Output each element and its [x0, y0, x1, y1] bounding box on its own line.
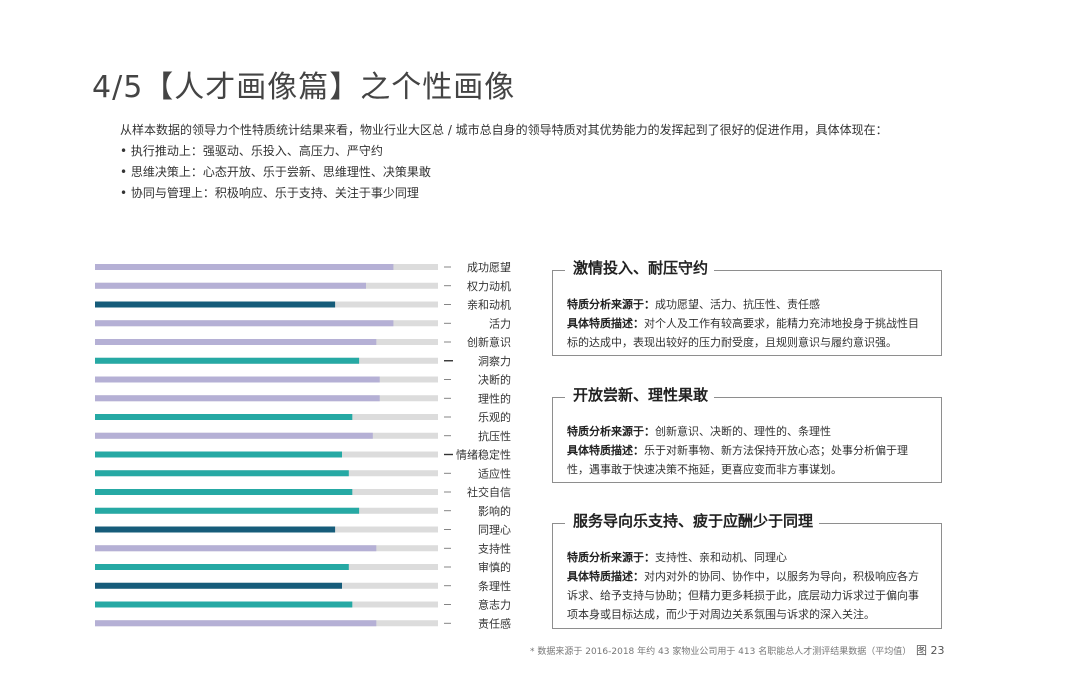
insight-box-title: 开放尝新、理性果敢 — [565, 384, 715, 405]
category-label: 权力动机 — [467, 279, 511, 293]
source-text: 支持性、亲和动机、同理心 — [655, 551, 787, 564]
source-label: 特质分析来源于： — [567, 298, 655, 311]
bar — [95, 320, 394, 327]
bar — [95, 282, 366, 289]
intro-lead: 从样本数据的领导力个性特质统计结果来看，物业行业大区总 / 城市总自身的领导特质… — [120, 123, 888, 137]
bar — [95, 357, 360, 364]
category-label: 理性的 — [478, 391, 511, 405]
category-label: 责任感 — [478, 617, 511, 630]
category-label: 适应性 — [478, 466, 511, 480]
bar — [95, 582, 342, 589]
bar — [95, 620, 377, 627]
category-label: 创新意识 — [467, 335, 511, 349]
category-label: 影响的 — [478, 504, 511, 518]
category-label: 抗压性 — [478, 429, 511, 443]
bar — [95, 526, 336, 533]
intro-bullet: • 思维决策上：心态开放、乐于尝新、思维理性、决策果敢 — [120, 165, 431, 179]
bar — [95, 395, 380, 402]
source-text: 成功愿望、活力、抗压性、责任感 — [655, 298, 820, 311]
category-label: 决断的 — [478, 373, 511, 387]
bar — [95, 339, 377, 345]
source-label: 特质分析来源于： — [567, 425, 655, 438]
desc-label: 具体特质描述： — [567, 570, 644, 583]
category-label: 审慎的 — [478, 560, 511, 574]
desc-text: 对个人及工作有较高要求，能精力充沛地投身于挑战性目标的达成中，表现出较好的压力耐… — [567, 317, 919, 349]
intro-text: 从样本数据的领导力个性特质统计结果来看，物业行业大区总 / 城市总自身的领导特质… — [120, 120, 940, 204]
bar — [95, 414, 353, 420]
category-label: 支持性 — [478, 541, 511, 555]
category-label: 意志力 — [478, 598, 511, 612]
bar — [95, 489, 353, 495]
footnote: * 数据来源于 2016-2018 年约 43 家物业公司用于 413 名职能总… — [530, 647, 912, 657]
desc-text: 对内对外的协同、协作中，以服务为导向，积极响应各方诉求、给予支持与协助；但精力更… — [567, 570, 919, 621]
source-text: 创新意识、决断的、理性的、条理性 — [655, 425, 831, 438]
bar — [95, 601, 353, 608]
desc-label: 具体特质描述： — [567, 444, 644, 457]
category-label: 情绪稳定性 — [456, 448, 511, 462]
insight-box: 开放尝新、理性果敢 特质分析来源于：创新意识、决断的、理性的、条理性 具体特质描… — [552, 384, 942, 483]
category-label: 同理心 — [478, 524, 511, 537]
bar — [95, 507, 360, 514]
insight-box: 激情投入、耐压守约 特质分析来源于：成功愿望、活力、抗压性、责任感 具体特质描述… — [552, 257, 942, 356]
bar — [95, 545, 377, 552]
bar — [95, 470, 349, 477]
desc-text: 乐于对新事物、新方法保持开放心态；处事分析偏于理性，遇事敢于快速决策不拖延，更喜… — [567, 444, 908, 476]
insight-box: 服务导向乐支持、疲于应酬少于同理 特质分析来源于：支持性、亲和动机、同理心 具体… — [552, 510, 942, 629]
bar — [95, 264, 394, 270]
page-title: 4/5【人才画像篇】之个性画像 — [92, 70, 516, 105]
category-label: 条理性 — [478, 579, 511, 593]
category-label: 社交自信 — [467, 485, 511, 499]
page-number: 图 23 — [916, 644, 945, 657]
category-label: 洞察力 — [478, 354, 511, 368]
category-label: 成功愿望 — [467, 261, 511, 274]
source-label: 特质分析来源于： — [567, 551, 655, 564]
insight-box-title: 激情投入、耐压守约 — [565, 257, 715, 278]
bar — [95, 432, 373, 439]
insight-box-title: 服务导向乐支持、疲于应酬少于同理 — [565, 510, 820, 531]
bar — [95, 376, 380, 383]
category-label: 活力 — [489, 317, 511, 330]
category-label: 亲和动机 — [467, 298, 511, 312]
bar — [95, 451, 342, 458]
category-label: 乐观的 — [478, 410, 511, 424]
intro-bullet: • 执行推动上：强驱动、乐投入、高压力、严守约 — [120, 144, 383, 158]
bar — [95, 564, 349, 570]
intro-bullet: • 协同与管理上：积极响应、乐于支持、关注于事少同理 — [120, 186, 419, 200]
trait-bar-chart: 成功愿望权力动机亲和动机活力创新意识洞察力决断的理性的乐观的抗压性情绪稳定性适应… — [95, 261, 511, 630]
bar — [95, 301, 336, 308]
desc-label: 具体特质描述： — [567, 317, 644, 330]
